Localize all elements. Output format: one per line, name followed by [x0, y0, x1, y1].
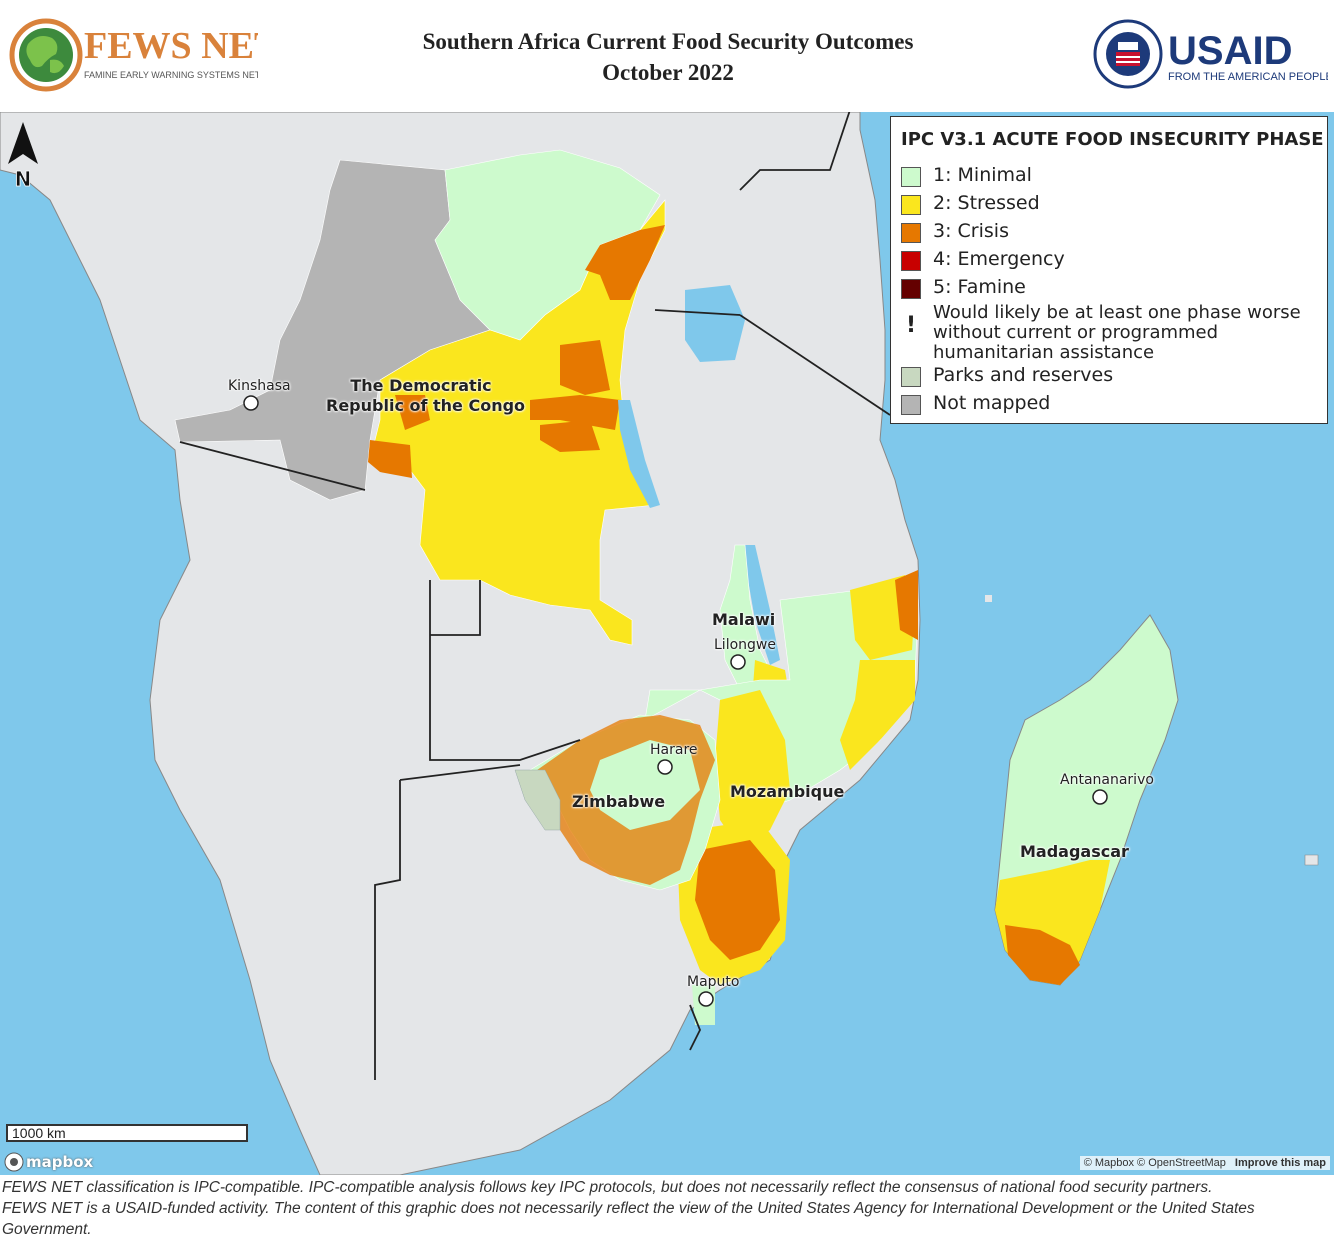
usaid-logo-text: USAID — [1168, 29, 1292, 73]
label-zimbabwe: Zimbabwe — [572, 792, 666, 811]
legend-assistance-line3: humanitarian assistance — [933, 342, 1155, 363]
legend-swatch-parks — [901, 367, 921, 387]
madagascar-crisis — [1005, 925, 1080, 985]
footer-line-1: FEWS NET classification is IPC-compatibl… — [2, 1179, 1213, 1196]
label-kinshasa: Kinshasa — [228, 378, 291, 394]
drc-crisis-kasai — [395, 395, 430, 430]
city-markers — [243, 395, 1108, 1007]
label-antananarivo: Antananarivo — [1060, 772, 1154, 788]
legend-swatch-famine — [901, 279, 921, 299]
legend-item-crisis: 3: Crisis — [901, 221, 1009, 243]
drc-crisis-east-3 — [530, 395, 620, 430]
north-arrow: N — [4, 120, 42, 191]
legend-label-minimal: 1: Minimal — [933, 164, 1032, 186]
lilongwe-marker — [730, 654, 746, 670]
legend-item-stressed: 2: Stressed — [901, 193, 1040, 215]
drc-crisis-east-1 — [585, 225, 665, 300]
scale-bar: 1000 km — [6, 1124, 248, 1142]
north-arrow-icon — [8, 122, 38, 164]
lake-tanganyika — [618, 400, 660, 508]
legend-item-assistance: ! Would likely be at least one phase wor… — [901, 303, 1301, 363]
label-drc: The Democratic Republic of the Congo — [326, 376, 526, 416]
legend-swatch-emergency — [901, 251, 921, 271]
header: FEWS NET FAMINE EARLY WARNING SYSTEMS NE… — [0, 0, 1334, 112]
zimbabwe-parks — [514, 769, 561, 831]
legend-label-emergency: 4: Emergency — [933, 248, 1065, 270]
legend-label-assistance: Would likely be at least one phase worse… — [933, 303, 1301, 363]
mapbox-logo[interactable]: mapbox — [4, 1152, 93, 1172]
map-title: Southern Africa Current Food Security Ou… — [330, 26, 1006, 88]
drc-stressed — [369, 199, 666, 646]
label-maputo: Maputo — [687, 974, 740, 990]
harare-marker — [657, 759, 673, 775]
legend-swatch-stressed — [901, 195, 921, 215]
label-drc-line2: Republic of the Congo — [326, 396, 526, 415]
fews-logo-subtitle: FAMINE EARLY WARNING SYSTEMS NETWORK — [84, 70, 258, 80]
fews-net-logo: FEWS NET FAMINE EARLY WARNING SYSTEMS NE… — [8, 14, 288, 96]
legend-item-minimal: 1: Minimal — [901, 165, 1032, 187]
mozambique-crisis-south — [695, 840, 780, 960]
drc-crisis-east-2 — [560, 340, 610, 395]
label-harare: Harare — [650, 742, 698, 758]
footer-disclaimer: FEWS NET classification is IPC-compatibl… — [2, 1177, 1334, 1240]
legend-item-not-mapped: Not mapped — [901, 393, 1050, 415]
legend-item-emergency: 4: Emergency — [901, 249, 1065, 271]
label-drc-line1: The Democratic — [350, 376, 492, 395]
legend-assistance-line2: without current or programmed — [933, 322, 1219, 343]
title-line-1: Southern Africa Current Food Security Ou… — [422, 29, 914, 54]
legend: IPC V3.1 ACUTE FOOD INSECURITY PHASE 1: … — [890, 116, 1328, 424]
kinshasa-marker — [243, 395, 259, 411]
legend-label-parks: Parks and reserves — [933, 364, 1114, 386]
legend-item-parks: Parks and reserves — [901, 365, 1113, 387]
north-label: N — [15, 167, 32, 190]
legend-label-not-mapped: Not mapped — [933, 392, 1051, 414]
country-borders — [179, 112, 891, 1080]
legend-label-famine: 5: Famine — [933, 276, 1026, 298]
label-lilongwe: Lilongwe — [714, 637, 776, 653]
map-attribution: © Mapbox © OpenStreetMap Improve this ma… — [1079, 1156, 1330, 1170]
footer-line-2: FEWS NET is a USAID-funded activity. The… — [2, 1200, 1255, 1238]
mozambique-stressed-coast — [840, 660, 915, 770]
legend-item-famine: 5: Famine — [901, 277, 1026, 299]
legend-assistance-line1: Would likely be at least one phase worse — [933, 302, 1301, 323]
label-mozambique: Mozambique — [730, 782, 845, 801]
mapbox-icon — [4, 1152, 24, 1172]
fews-logo-text: FEWS NET — [84, 25, 258, 67]
drc-crisis-west — [368, 440, 412, 478]
label-madagascar: Madagascar — [1020, 842, 1129, 861]
improve-map-link[interactable]: Improve this map — [1234, 1157, 1326, 1169]
legend-swatch-minimal — [901, 167, 921, 187]
legend-title: IPC V3.1 ACUTE FOOD INSECURITY PHASE — [901, 129, 1324, 150]
legend-label-stressed: 2: Stressed — [933, 192, 1040, 214]
mauritius — [1304, 854, 1319, 866]
zimbabwe-minimal-core — [590, 740, 700, 830]
maputo-marker — [698, 991, 714, 1007]
map-svg — [0, 112, 1319, 1175]
usaid-logo-subtitle: FROM THE AMERICAN PEOPLE — [1168, 71, 1328, 83]
comoros — [985, 595, 992, 602]
legend-label-crisis: 3: Crisis — [933, 220, 1009, 242]
legend-swatch-crisis — [901, 223, 921, 243]
usaid-logo: USAID FROM THE AMERICAN PEOPLE — [1092, 18, 1333, 90]
drc-crisis-east-4 — [540, 420, 600, 452]
map-canvas[interactable]: Kinshasa The Democratic Republic of the … — [0, 112, 1334, 1175]
mapbox-logo-text: mapbox — [26, 1153, 94, 1171]
mozambique-stressed-central — [715, 690, 790, 850]
title-line-2: October 2022 — [602, 60, 734, 85]
legend-swatch-not-mapped — [901, 395, 921, 415]
attribution-text[interactable]: © Mapbox © OpenStreetMap — [1083, 1157, 1226, 1169]
label-malawi: Malawi — [712, 610, 776, 629]
lake-victoria — [685, 285, 745, 362]
lake-malawi — [745, 545, 780, 665]
exclamation-icon: ! — [905, 313, 917, 338]
mozambique-crisis-north — [895, 570, 918, 640]
antananarivo-marker — [1092, 789, 1108, 805]
